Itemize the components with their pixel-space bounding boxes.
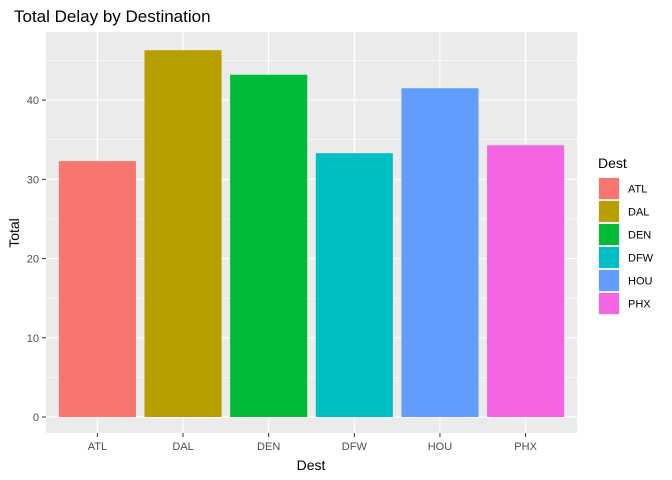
legend-label: DFW xyxy=(628,253,654,265)
x-tick-label: PHX xyxy=(514,441,537,453)
legend-swatch-atl xyxy=(599,178,619,199)
legend-label: DAL xyxy=(628,207,649,219)
legend-label: DEN xyxy=(628,230,651,242)
bars xyxy=(58,50,565,418)
y-tick-label: 30 xyxy=(27,174,39,186)
y-axis: 0 10 20 30 40 xyxy=(27,95,46,424)
legend-swatch-den xyxy=(599,224,619,245)
x-tick-label: HOU xyxy=(428,441,453,453)
legend-swatch-dfw xyxy=(599,247,619,268)
bar-dal xyxy=(144,50,222,418)
y-tick-label: 10 xyxy=(27,333,39,345)
legend: Dest ATL DAL DEN DFW HOU PHX xyxy=(598,155,654,315)
legend-swatch-hou xyxy=(599,270,619,291)
bar-hou xyxy=(401,88,479,417)
y-axis-title: Total xyxy=(6,218,22,248)
x-tick-label: DEN xyxy=(257,441,280,453)
legend-label: ATL xyxy=(628,184,647,196)
bar-dfw xyxy=(315,153,393,417)
legend-label: PHX xyxy=(628,299,651,311)
y-tick-label: 0 xyxy=(33,412,39,424)
x-axis: ATL DAL DEN DFW HOU PHX xyxy=(88,433,538,453)
x-tick-label: DAL xyxy=(172,441,193,453)
y-tick-label: 20 xyxy=(27,254,39,266)
legend-label: HOU xyxy=(628,276,653,288)
legend-swatch-dal xyxy=(599,201,619,222)
bar-phx xyxy=(487,145,565,417)
y-tick-label: 40 xyxy=(27,95,39,107)
x-axis-title: Dest xyxy=(297,457,326,473)
bar-atl xyxy=(58,161,136,417)
x-tick-label: DFW xyxy=(342,441,368,453)
bar-den xyxy=(230,74,308,418)
legend-swatch-phx xyxy=(599,293,619,314)
x-tick-label: ATL xyxy=(88,441,107,453)
legend-title: Dest xyxy=(598,155,627,171)
chart-title: Total Delay by Destination xyxy=(14,7,211,26)
